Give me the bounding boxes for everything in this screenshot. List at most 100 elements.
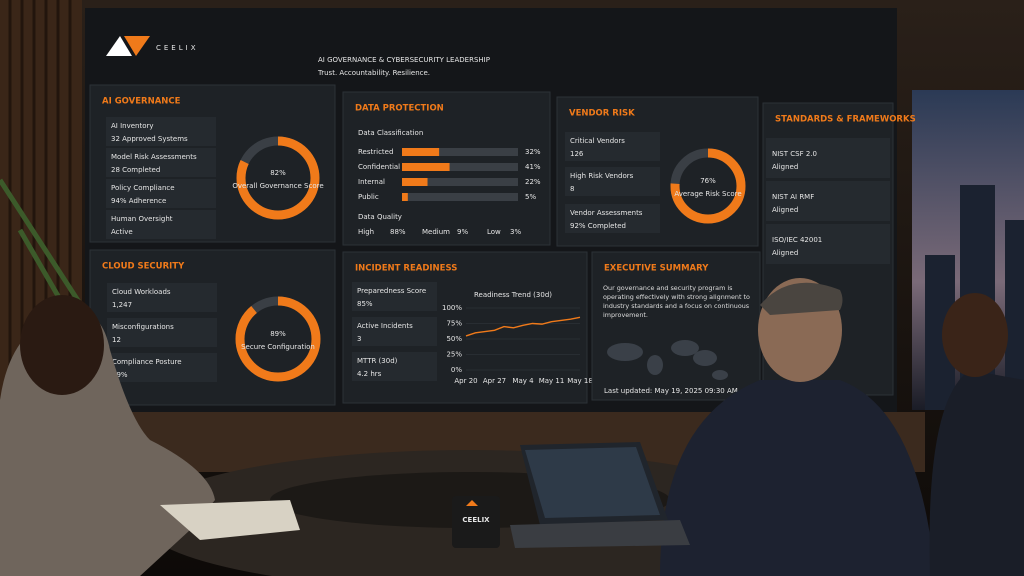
x-tick-label: May 4 <box>512 377 534 385</box>
quality-name: Low <box>487 228 501 236</box>
bar-track <box>402 163 518 171</box>
bar-label: Public <box>358 193 379 201</box>
panel-title: INCIDENT READINESS <box>355 264 457 274</box>
standard-status: Aligned <box>772 206 798 214</box>
standard-status: Aligned <box>772 163 798 171</box>
quality-name: Medium <box>422 228 450 236</box>
item-label: High Risk Vendors <box>570 172 634 180</box>
item-label: Policy Compliance <box>111 184 175 192</box>
item-box <box>107 318 217 347</box>
bar-value: 32% <box>525 148 541 156</box>
item-label: Misconfigurations <box>112 323 174 331</box>
bar <box>402 163 450 171</box>
quality-value: 9% <box>457 228 468 236</box>
gauge-label: 76% <box>700 177 716 185</box>
item-value: 94% Adherence <box>111 197 166 205</box>
item-box <box>565 167 660 196</box>
standard-status: Aligned <box>772 249 798 257</box>
gauge-arc <box>236 136 320 220</box>
continent <box>671 340 699 356</box>
bar-label: Internal <box>358 178 385 186</box>
standard-name: ISO/IEC 42001 <box>772 236 822 244</box>
gauge-caption: Average Risk Score <box>674 190 741 198</box>
item-box <box>106 179 216 208</box>
gauge-label: 89% <box>270 330 286 338</box>
item-box <box>352 352 437 381</box>
trend-line <box>465 316 581 337</box>
y-tick-label: 25% <box>446 351 462 359</box>
bar <box>402 178 428 186</box>
x-tick-label: May 11 <box>539 377 565 385</box>
header-title: AI GOVERNANCE & CYBERSECURITY LEADERSHIP <box>318 56 490 64</box>
gauge-label: 82% <box>270 169 286 177</box>
quality-name: High <box>358 228 374 236</box>
continent <box>712 370 728 380</box>
gauge-arc <box>670 148 746 224</box>
item-label: AI Inventory <box>111 122 154 130</box>
notebook <box>160 500 300 540</box>
standard-name: NIST CSF 2.0 <box>772 150 817 158</box>
item-label: Human Oversight <box>111 215 173 223</box>
item-value: Active <box>111 228 133 236</box>
panel-title: CLOUD SECURITY <box>102 262 185 272</box>
item-value: 4.2 hrs <box>357 370 382 378</box>
y-tick-label: 50% <box>446 335 462 343</box>
brand: CEELIX <box>156 44 199 52</box>
summary-box: Our governance and security program is o… <box>603 284 750 319</box>
item-box <box>565 204 660 233</box>
item-label: Vendor Assessments <box>570 209 643 217</box>
continent <box>607 343 643 361</box>
item-value: 1,247 <box>112 301 132 309</box>
bar-value: 5% <box>525 193 536 201</box>
gauge-caption: Overall Governance Score <box>232 182 323 190</box>
item-box <box>766 224 890 264</box>
man-right <box>929 370 1024 576</box>
gauge-arc <box>235 296 321 382</box>
gauge-caption: Secure Configuration <box>241 343 315 351</box>
item-box <box>352 282 437 311</box>
item-label: Compliance Posture <box>112 358 182 366</box>
item-box <box>107 283 217 312</box>
section-title: Data Classification <box>358 129 423 137</box>
quality-value: 88% <box>390 228 406 236</box>
bar <box>402 148 440 156</box>
bar-label: Confidential <box>358 163 400 171</box>
item-box <box>106 117 216 146</box>
item-value: 3 <box>357 335 361 343</box>
panel <box>591 251 761 401</box>
item-value: 92% Completed <box>570 222 626 230</box>
summary-text: Our governance and security program is o… <box>603 284 750 319</box>
continent <box>693 350 717 366</box>
item-label: Preparedness Score <box>357 287 426 295</box>
continent <box>647 355 663 375</box>
x-tick-label: May 18 <box>567 377 593 385</box>
item-label: Cloud Workloads <box>112 288 171 296</box>
updated: Last updated: May 19, 2025 09:30 AM <box>604 387 738 395</box>
item-value: 12 <box>112 336 121 344</box>
chart-title: Readiness Trend (30d) <box>474 291 552 299</box>
panel-title: AI GOVERNANCE <box>102 97 181 107</box>
item-box <box>352 317 437 346</box>
item-label: Model Risk Assessments <box>111 153 197 161</box>
header-subtitle: Trust. Accountability. Resilience. <box>317 69 430 77</box>
mug-brand: CEELIX <box>462 516 490 524</box>
item-box <box>766 181 890 221</box>
item-value: 8 <box>570 185 574 193</box>
bar <box>402 193 408 201</box>
item-label: Critical Vendors <box>570 137 625 145</box>
x-tick-label: Apr 20 <box>454 377 477 385</box>
section-title: Data Quality <box>358 213 402 221</box>
item-value: 85% <box>357 300 373 308</box>
bar-track <box>402 148 518 156</box>
item-value: 89% <box>112 371 128 379</box>
standard-name: NIST AI RMF <box>772 193 814 201</box>
item-box <box>106 210 216 239</box>
quality-value: 3% <box>510 228 521 236</box>
bar-value: 41% <box>525 163 541 171</box>
item-value: 126 <box>570 150 584 158</box>
panel-title: STANDARDS & FRAMEWORKS <box>775 115 916 125</box>
y-tick-label: 100% <box>442 304 462 312</box>
item-box <box>107 353 217 382</box>
bar-track <box>402 193 518 201</box>
